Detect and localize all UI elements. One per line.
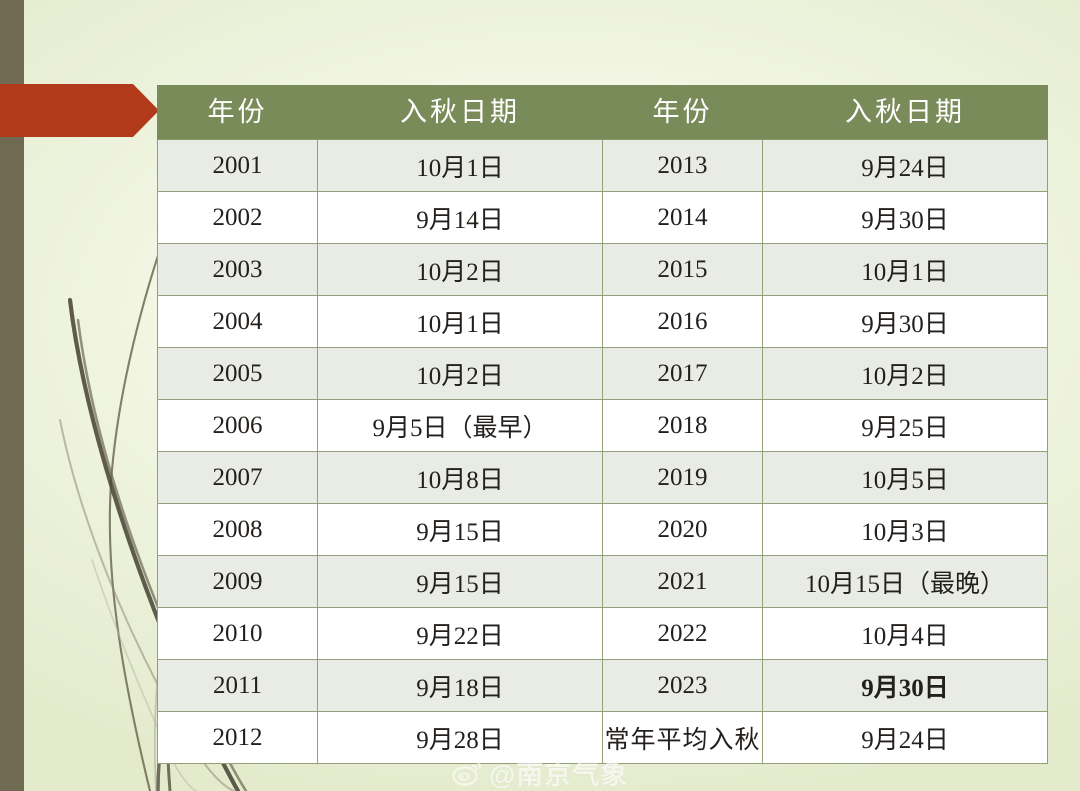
cell-year-right: 2019 [602,451,763,504]
cell-year-left: 2010 [157,607,318,660]
cell-date-right: 9月24日 [762,139,1048,192]
cell-date-left: 9月14日 [317,191,603,244]
cell-year-left: 2003 [157,243,318,296]
cell-average-label: 常年平均入秋 [602,711,763,764]
table-row: 2010 9月22日 2022 10月4日 [157,607,1048,660]
cell-date-left: 10月8日 [317,451,603,504]
table-row-earliest: 2006 9月5日（最早） 2018 9月25日 [157,399,1048,452]
table-row: 2007 10月8日 2019 10月5日 [157,451,1048,504]
cell-year-right: 2014 [602,191,763,244]
table-row: 2004 10月1日 2016 9月30日 [157,295,1048,348]
cell-year-right: 2023 [602,659,763,712]
cell-year-left: 2011 [157,659,318,712]
table-body: 2001 10月1日 2013 9月24日 2002 9月14日 2014 9月… [157,139,1048,764]
cell-year-right: 2022 [602,607,763,660]
column-header-year-left: 年份 [157,85,318,140]
cell-date-left: 9月28日 [317,711,603,764]
column-header-year-right: 年份 [602,85,763,140]
cell-year-left: 2001 [157,139,318,192]
table-row: 2002 9月14日 2014 9月30日 [157,191,1048,244]
cell-date-right: 9月30日 [762,191,1048,244]
table-row: 2003 10月2日 2015 10月1日 [157,243,1048,296]
cell-date-left: 9月18日 [317,659,603,712]
autumn-onset-table-container: 年份 入秋日期 年份 入秋日期 2001 10月1日 2013 9月24日 20… [157,85,1048,764]
cell-year-left: 2008 [157,503,318,556]
cell-date-left: 9月15日 [317,555,603,608]
cell-date-right: 9月25日 [762,399,1048,452]
cell-year-left: 2007 [157,451,318,504]
left-accent-bar [0,0,24,791]
cell-date-left: 10月2日 [317,243,603,296]
cell-date-left-earliest: 9月5日（最早） [317,399,603,452]
table-row-average: 2012 9月28日 常年平均入秋 9月24日 [157,711,1048,764]
cell-date-right: 10月5日 [762,451,1048,504]
cell-year-right: 2017 [602,347,763,400]
column-header-date-left: 入秋日期 [317,85,603,140]
cell-date-left: 10月1日 [317,295,603,348]
cell-date-right: 10月4日 [762,607,1048,660]
cell-date-right: 10月3日 [762,503,1048,556]
cell-year-right: 2020 [602,503,763,556]
cell-date-left: 10月1日 [317,139,603,192]
cell-year-left: 2005 [157,347,318,400]
cell-date-right-latest: 10月15日（最晚） [762,555,1048,608]
cell-year-left: 2004 [157,295,318,348]
cell-date-right: 10月2日 [762,347,1048,400]
column-header-date-right: 入秋日期 [762,85,1048,140]
cell-year-right-latest: 2021 [602,555,763,608]
cell-date-left: 9月22日 [317,607,603,660]
table-row: 2001 10月1日 2013 9月24日 [157,139,1048,192]
cell-year-left: 2009 [157,555,318,608]
cell-date-left: 9月15日 [317,503,603,556]
cell-year-left: 2002 [157,191,318,244]
table-header-row: 年份 入秋日期 年份 入秋日期 [157,85,1048,140]
cell-date-right: 9月30日 [762,659,1048,712]
cell-average-date: 9月24日 [762,711,1048,764]
cell-date-left: 10月2日 [317,347,603,400]
table-row: 2005 10月2日 2017 10月2日 [157,347,1048,400]
cell-date-right: 10月1日 [762,243,1048,296]
table-header: 年份 入秋日期 年份 入秋日期 [157,85,1048,140]
cell-year-left-earliest: 2006 [157,399,318,452]
cell-year-right: 2013 [602,139,763,192]
cell-year-right: 2018 [602,399,763,452]
table-row: 2008 9月15日 2020 10月3日 [157,503,1048,556]
cell-year-right: 2016 [602,295,763,348]
table-row: 2011 9月18日 2023 9月30日 [157,659,1048,712]
autumn-onset-table: 年份 入秋日期 年份 入秋日期 2001 10月1日 2013 9月24日 20… [157,85,1048,764]
cell-year-left: 2012 [157,711,318,764]
cell-date-right: 9月30日 [762,295,1048,348]
table-row-latest: 2009 9月15日 2021 10月15日（最晚） [157,555,1048,608]
cell-year-right: 2015 [602,243,763,296]
